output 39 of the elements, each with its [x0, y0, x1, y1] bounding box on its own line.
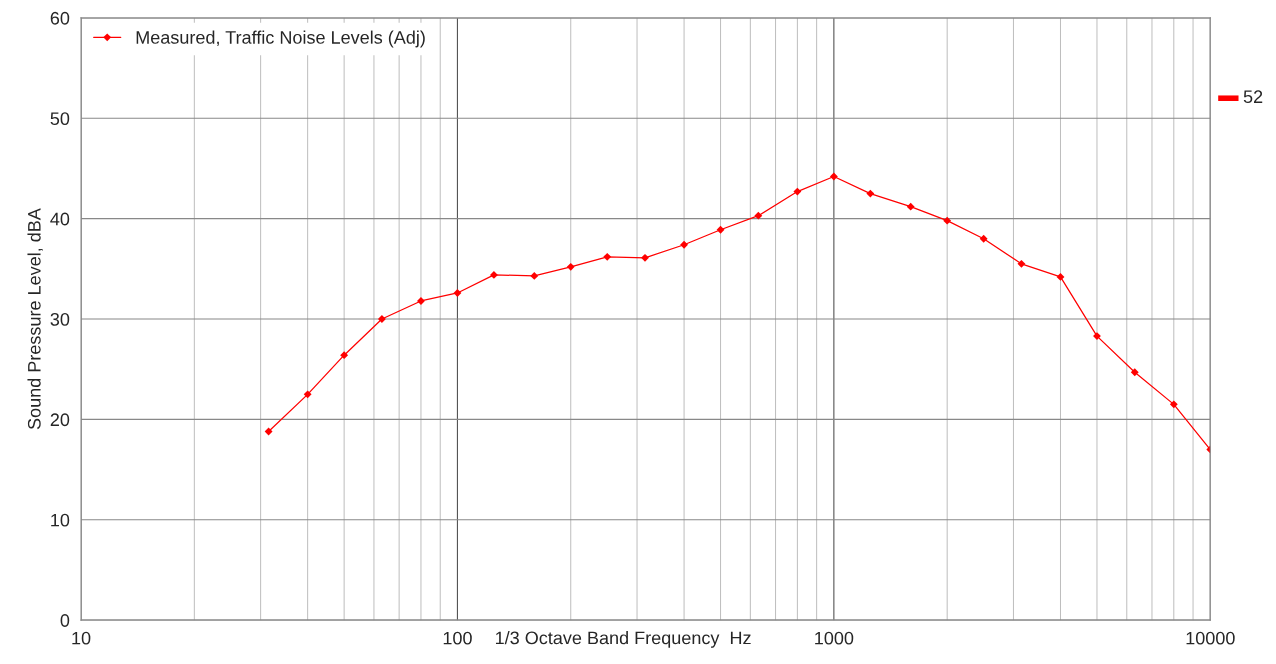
point — [490, 270, 498, 279]
y-tick-label: 30 — [50, 312, 70, 326]
point — [754, 211, 763, 220]
point — [680, 240, 688, 249]
point — [1056, 272, 1065, 281]
point — [1093, 332, 1101, 341]
x-tick-label: 10 — [72, 631, 91, 645]
point — [979, 234, 988, 243]
x-axis-title: 1/3 Octave Band Frequency Hz — [495, 631, 751, 648]
point — [716, 225, 725, 234]
point — [829, 172, 838, 181]
point — [303, 390, 312, 399]
point — [793, 187, 802, 196]
point — [340, 351, 349, 360]
point — [603, 252, 612, 261]
ref-line-label: 52 — [1243, 90, 1263, 104]
point — [264, 427, 273, 436]
point — [1130, 368, 1139, 377]
x-tick-label: 100 — [443, 631, 472, 645]
point — [453, 289, 462, 297]
x-tick-label: 10000 — [1186, 631, 1235, 645]
point — [906, 202, 915, 211]
x-tick-label: 1000 — [815, 631, 854, 645]
point — [377, 315, 386, 323]
y-tick-label: 0 — [60, 614, 70, 627]
point — [566, 262, 575, 271]
point — [641, 253, 649, 262]
point — [530, 271, 539, 280]
y-tick-label: 60 — [50, 11, 70, 25]
y-tick-label: 10 — [51, 513, 70, 527]
point — [1169, 400, 1178, 409]
y-tick-label: 50 — [50, 112, 70, 126]
legend-label: Measured, Traffic Noise Levels (Adj) — [136, 30, 425, 48]
point — [1017, 259, 1026, 268]
y-tick-label: 20 — [50, 413, 70, 427]
y-tick-label: 40 — [50, 212, 70, 226]
point — [866, 189, 875, 198]
point — [943, 216, 952, 225]
y-axis-title: Sound Pressure Level, dBA — [27, 208, 43, 430]
